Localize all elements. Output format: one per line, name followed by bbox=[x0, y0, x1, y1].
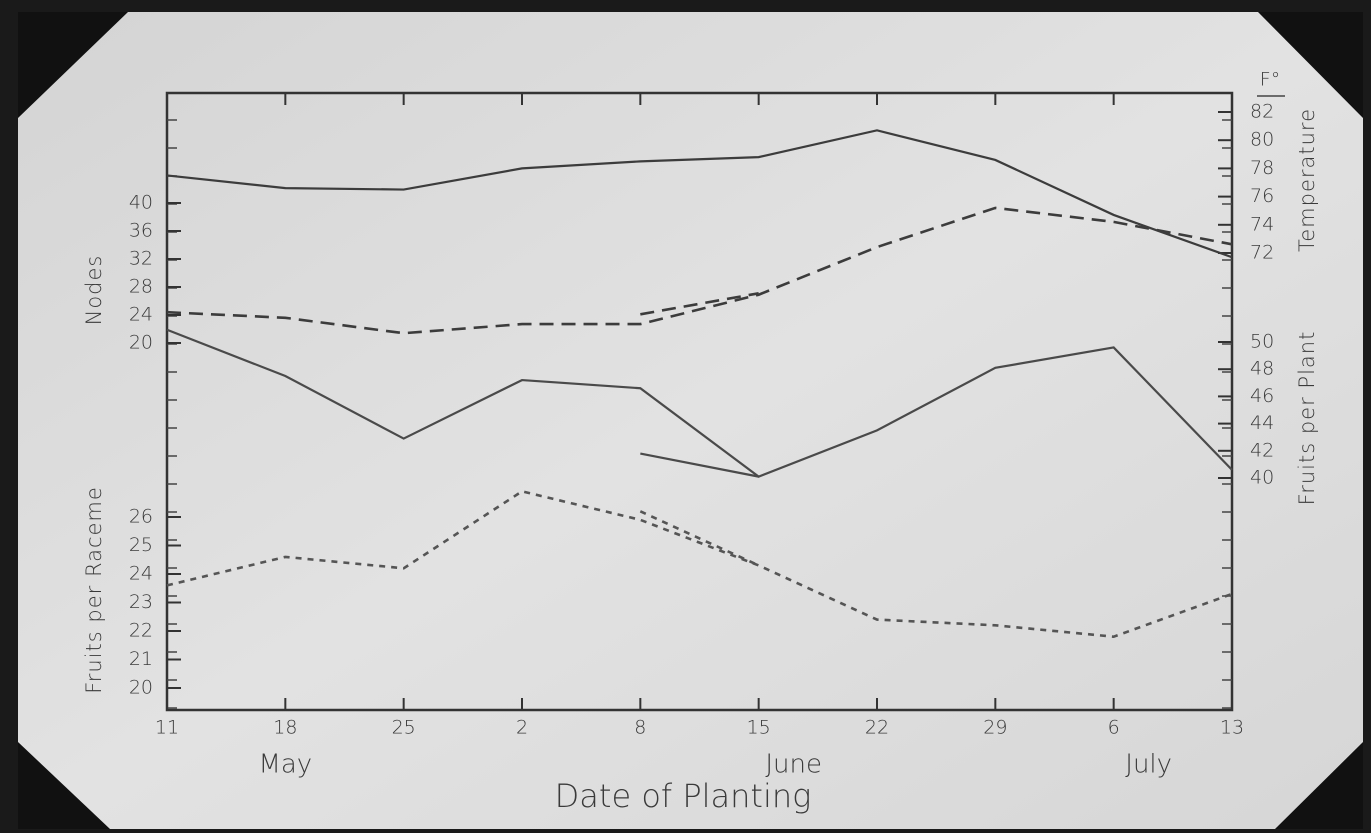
series-line bbox=[640, 292, 759, 316]
y-tick-label: 74 bbox=[1250, 213, 1274, 235]
y-tick-label: 72 bbox=[1250, 242, 1274, 264]
series-line bbox=[166, 328, 1233, 478]
y-tick-label: 20 bbox=[129, 677, 153, 699]
y-tick-label: 78 bbox=[1250, 157, 1274, 179]
month-label: July bbox=[1125, 750, 1172, 780]
y-tick-label: 25 bbox=[129, 534, 153, 556]
photo-corner bbox=[18, 742, 110, 829]
y-tick-label: 21 bbox=[129, 648, 153, 670]
y-tick-label: 20 bbox=[129, 332, 153, 354]
x-tick-label: 13 bbox=[1220, 717, 1244, 739]
x-tick-label: 8 bbox=[634, 717, 646, 739]
y-tick-label: 28 bbox=[129, 276, 153, 298]
x-tick-label: 15 bbox=[747, 717, 771, 739]
photo-corner bbox=[1258, 12, 1363, 118]
y-tick-label: 26 bbox=[129, 506, 153, 528]
series-line bbox=[166, 489, 1233, 639]
y-tick-label: 80 bbox=[1250, 129, 1274, 151]
y-axis-title: Fruits per Raceme bbox=[82, 486, 106, 694]
y-axis-title: Nodes bbox=[82, 255, 106, 326]
y-tick-label: 40 bbox=[129, 192, 153, 214]
y-tick-label: 22 bbox=[129, 620, 153, 642]
y-tick-label: 48 bbox=[1250, 358, 1274, 380]
y-tick-label: 50 bbox=[1250, 331, 1274, 353]
x-tick-label: 18 bbox=[273, 717, 297, 739]
x-tick-label: 6 bbox=[1108, 717, 1120, 739]
y-tick-label: 76 bbox=[1250, 185, 1274, 207]
y-tick-label: 24 bbox=[129, 304, 153, 326]
month-label: May bbox=[258, 750, 312, 780]
photo-corner bbox=[18, 12, 128, 118]
x-tick-label: 22 bbox=[865, 717, 889, 739]
y-tick-label: 46 bbox=[1250, 385, 1274, 407]
axis-unit: F° bbox=[1260, 69, 1280, 91]
series-line bbox=[639, 510, 760, 567]
plot-frame bbox=[165, 91, 1234, 712]
series-line bbox=[640, 452, 759, 478]
photo-corner bbox=[1275, 742, 1363, 829]
y-axis-title: Fruits per Plant bbox=[1295, 331, 1319, 506]
y-axis-title: Temperature bbox=[1295, 108, 1319, 252]
y-tick-label: 24 bbox=[129, 563, 153, 585]
series-line bbox=[166, 206, 1233, 335]
y-tick-label: 36 bbox=[129, 220, 153, 242]
y-tick-label: 44 bbox=[1250, 412, 1274, 434]
y-tick-label: 42 bbox=[1250, 439, 1274, 461]
x-tick-label: 2 bbox=[516, 717, 528, 739]
y-tick-label: 40 bbox=[1250, 467, 1274, 489]
series-line bbox=[166, 129, 1233, 259]
month-label: June bbox=[765, 750, 822, 780]
y-tick-label: 32 bbox=[129, 248, 153, 270]
x-axis-title: Date of Planting bbox=[555, 777, 812, 815]
y-tick-label: 23 bbox=[129, 591, 153, 613]
x-tick-label: 25 bbox=[392, 717, 416, 739]
photo-background bbox=[18, 12, 1363, 829]
x-tick-label: 29 bbox=[983, 717, 1007, 739]
y-tick-label: 82 bbox=[1250, 101, 1274, 123]
x-tick-label: 11 bbox=[155, 717, 179, 739]
